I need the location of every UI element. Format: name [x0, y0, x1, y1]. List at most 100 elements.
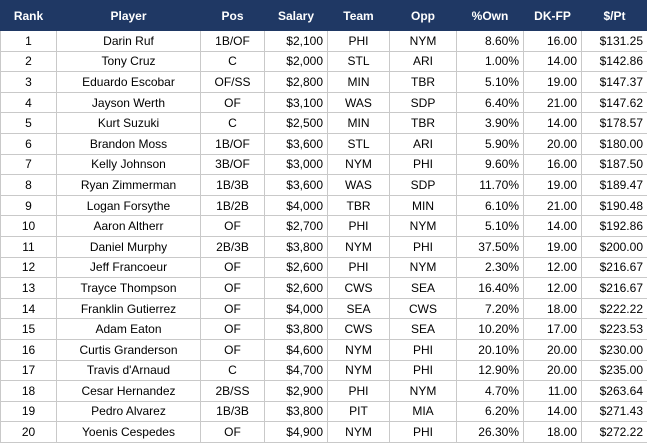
dollar-per-pt-cell: $230.00 [582, 339, 647, 360]
salary-cell: $3,600 [265, 175, 328, 196]
team-cell: MIN [328, 72, 390, 93]
rank-cell: 6 [1, 133, 57, 154]
own-cell: 3.90% [457, 113, 524, 134]
rank-cell: 5 [1, 113, 57, 134]
col-header-own[interactable]: %Own [457, 1, 524, 31]
dollar-per-pt-cell: $192.86 [582, 216, 647, 237]
dkfp-cell: 21.00 [524, 92, 582, 113]
team-cell: PIT [328, 401, 390, 422]
salary-cell: $4,000 [265, 195, 328, 216]
own-cell: 20.10% [457, 339, 524, 360]
own-cell: 5.10% [457, 216, 524, 237]
pos-cell: OF [201, 257, 265, 278]
team-cell: STL [328, 133, 390, 154]
rank-cell: 18 [1, 381, 57, 402]
own-cell: 7.20% [457, 298, 524, 319]
col-header-opp[interactable]: Opp [390, 1, 457, 31]
player-cell: Kelly Johnson [57, 154, 201, 175]
dollar-per-pt-cell: $222.22 [582, 298, 647, 319]
dkfp-cell: 11.00 [524, 381, 582, 402]
dollar-per-pt-cell: $223.53 [582, 319, 647, 340]
salary-cell: $4,000 [265, 298, 328, 319]
own-cell: 37.50% [457, 236, 524, 257]
col-header-rank[interactable]: Rank [1, 1, 57, 31]
team-cell: WAS [328, 175, 390, 196]
opp-cell: ARI [390, 133, 457, 154]
player-cell: Logan Forsythe [57, 195, 201, 216]
col-header-player[interactable]: Player [57, 1, 201, 31]
player-cell: Franklin Gutierrez [57, 298, 201, 319]
header-row: Rank Player Pos Salary Team Opp %Own DK-… [1, 1, 647, 31]
team-cell: PHI [328, 31, 390, 52]
col-header-salary[interactable]: Salary [265, 1, 328, 31]
player-cell: Pedro Alvarez [57, 401, 201, 422]
rank-cell: 13 [1, 278, 57, 299]
rank-cell: 12 [1, 257, 57, 278]
dkfp-cell: 19.00 [524, 175, 582, 196]
col-header-pos[interactable]: Pos [201, 1, 265, 31]
salary-cell: $2,600 [265, 278, 328, 299]
opp-cell: SDP [390, 92, 457, 113]
dkfp-cell: 20.00 [524, 360, 582, 381]
col-header-dollar-per-pt[interactable]: $/Pt [582, 1, 647, 31]
rank-cell: 7 [1, 154, 57, 175]
own-cell: 16.40% [457, 278, 524, 299]
opp-cell: ARI [390, 51, 457, 72]
player-cell: Daniel Murphy [57, 236, 201, 257]
rank-cell: 8 [1, 175, 57, 196]
team-cell: NYM [328, 360, 390, 381]
team-cell: PHI [328, 216, 390, 237]
salary-cell: $3,000 [265, 154, 328, 175]
pos-cell: 1B/3B [201, 175, 265, 196]
player-cell: Ryan Zimmerman [57, 175, 201, 196]
opp-cell: SDP [390, 175, 457, 196]
own-cell: 5.10% [457, 72, 524, 93]
team-cell: NYM [328, 154, 390, 175]
col-header-team[interactable]: Team [328, 1, 390, 31]
own-cell: 5.90% [457, 133, 524, 154]
salary-cell: $4,600 [265, 339, 328, 360]
opp-cell: NYM [390, 31, 457, 52]
team-cell: NYM [328, 339, 390, 360]
player-cell: Eduardo Escobar [57, 72, 201, 93]
pos-cell: 1B/3B [201, 401, 265, 422]
salary-cell: $3,800 [265, 401, 328, 422]
opp-cell: NYM [390, 381, 457, 402]
rank-cell: 10 [1, 216, 57, 237]
dollar-per-pt-cell: $271.43 [582, 401, 647, 422]
dkfp-cell: 19.00 [524, 236, 582, 257]
team-cell: CWS [328, 278, 390, 299]
rank-cell: 9 [1, 195, 57, 216]
own-cell: 9.60% [457, 154, 524, 175]
opp-cell: PHI [390, 422, 457, 443]
team-cell: STL [328, 51, 390, 72]
dollar-per-pt-cell: $263.64 [582, 381, 647, 402]
col-header-dkfp[interactable]: DK-FP [524, 1, 582, 31]
pos-cell: OF [201, 278, 265, 299]
dkfp-cell: 17.00 [524, 319, 582, 340]
dollar-per-pt-cell: $147.62 [582, 92, 647, 113]
pos-cell: 1B/2B [201, 195, 265, 216]
dollar-per-pt-cell: $142.86 [582, 51, 647, 72]
rank-cell: 1 [1, 31, 57, 52]
salary-cell: $2,000 [265, 51, 328, 72]
salary-cell: $3,100 [265, 92, 328, 113]
dollar-per-pt-cell: $187.50 [582, 154, 647, 175]
rank-cell: 15 [1, 319, 57, 340]
pos-cell: C [201, 113, 265, 134]
dkfp-cell: 12.00 [524, 278, 582, 299]
salary-cell: $2,700 [265, 216, 328, 237]
